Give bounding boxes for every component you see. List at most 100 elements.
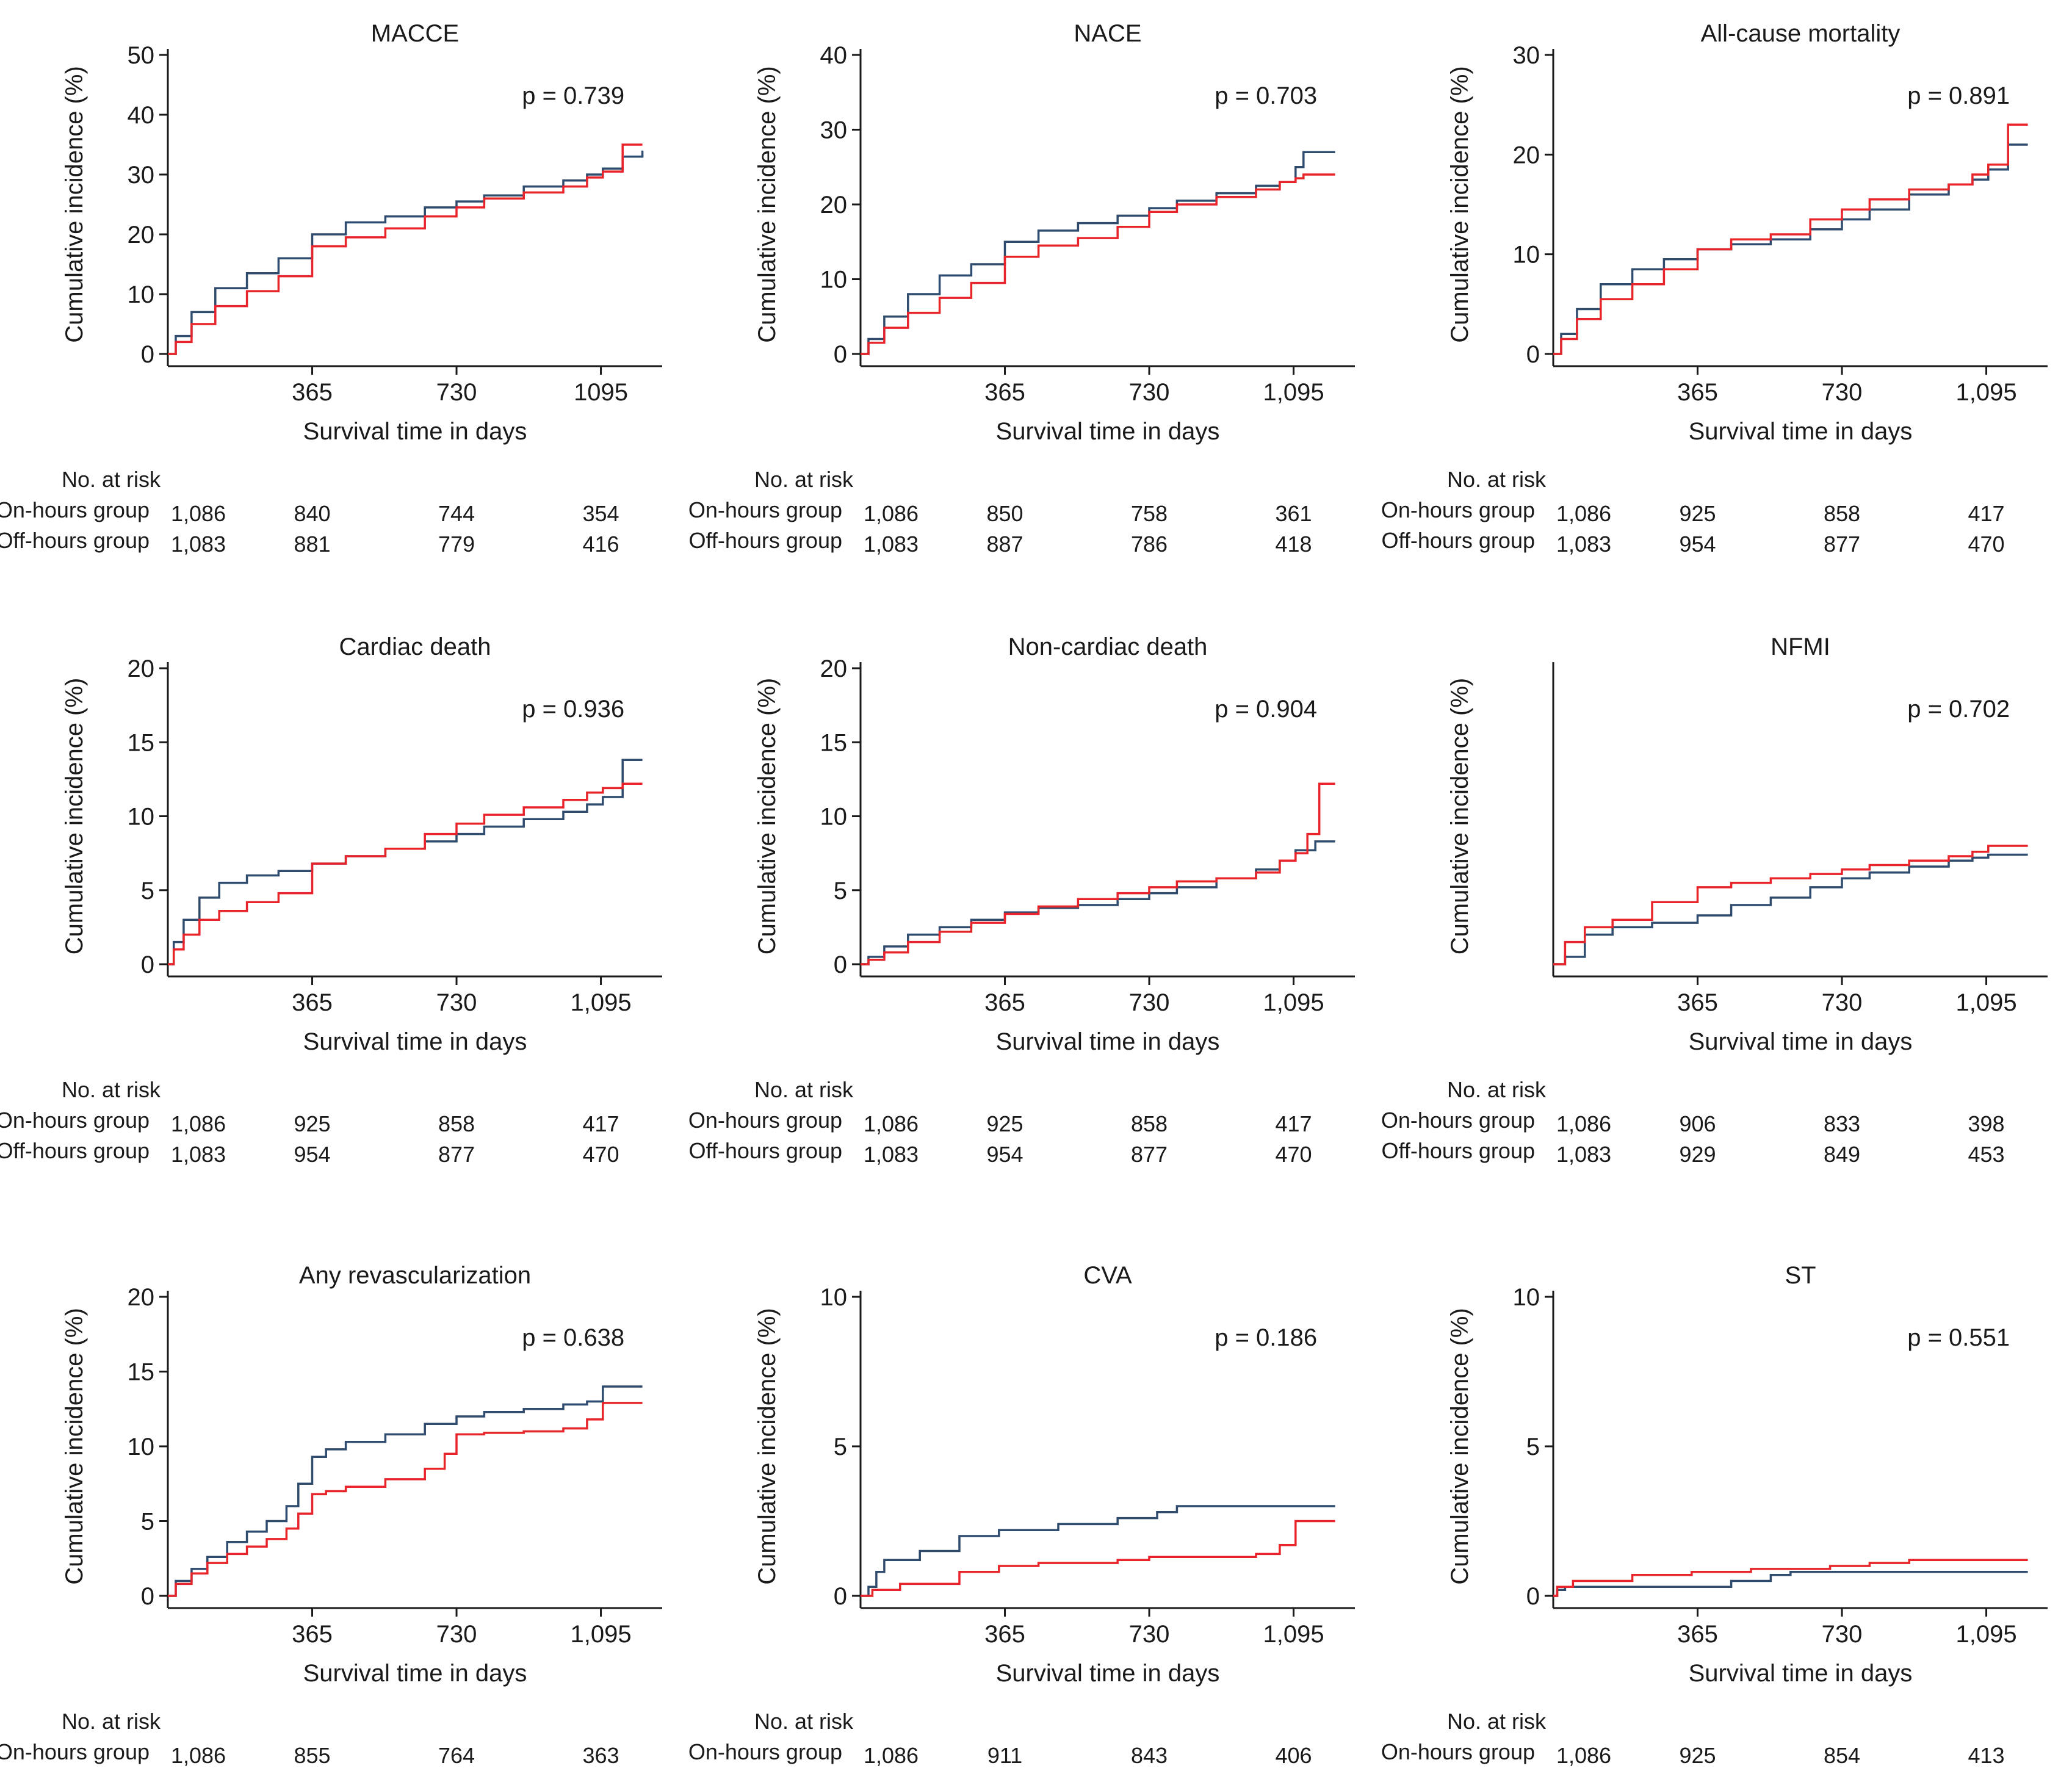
y-tick-label: 0 bbox=[834, 951, 847, 978]
on-hours-curve bbox=[1553, 1571, 2028, 1597]
risk-row-label: Off-hours group bbox=[689, 528, 842, 553]
risk-count: 954 bbox=[986, 1142, 1023, 1167]
panel-title: MACCE bbox=[371, 20, 459, 47]
risk-count: 954 bbox=[1679, 532, 1716, 557]
y-tick-label: 5 bbox=[1526, 1434, 1540, 1460]
panel-title: NACE bbox=[1074, 20, 1141, 47]
panel-title: Cardiac death bbox=[339, 633, 491, 660]
risk-count: 470 bbox=[583, 1142, 619, 1167]
x-tick-label: 1,095 bbox=[1263, 1621, 1324, 1648]
y-tick-label: 0 bbox=[141, 951, 154, 978]
risk-count: 363 bbox=[583, 1743, 619, 1768]
risk-count: 858 bbox=[438, 1111, 475, 1136]
y-tick-label: 10 bbox=[820, 804, 848, 831]
y-tick-label: 15 bbox=[820, 729, 848, 756]
y-tick-label: 20 bbox=[820, 655, 848, 682]
y-tick-label: 10 bbox=[1513, 1284, 1540, 1311]
risk-count: 1,086 bbox=[1556, 501, 1611, 526]
y-tick-label: 0 bbox=[834, 1583, 847, 1610]
x-axis-label: Survival time in days bbox=[996, 418, 1220, 445]
risk-count: 929 bbox=[1679, 1142, 1716, 1167]
on-hours-curve bbox=[1553, 143, 2028, 355]
risk-count: 470 bbox=[1276, 1142, 1312, 1167]
x-tick-label: 730 bbox=[436, 379, 477, 406]
x-axis-label: Survival time in days bbox=[1689, 1028, 1913, 1055]
risk-count: 925 bbox=[986, 1111, 1023, 1136]
x-axis-label: Survival time in days bbox=[1689, 418, 1913, 445]
risk-row-label: On-hours group bbox=[688, 1108, 842, 1133]
risk-table-header: No. at risk bbox=[754, 1709, 854, 1734]
y-tick-label: 10 bbox=[128, 804, 155, 831]
risk-count: 877 bbox=[1824, 532, 1860, 557]
panel-nace: NACE p = 0.703 0 10 20 30 40 Cumulative inciden… bbox=[688, 20, 1355, 557]
y-tick-label: 5 bbox=[834, 1434, 847, 1460]
risk-row-label: On-hours group bbox=[0, 497, 150, 522]
on-hours-curve bbox=[861, 1505, 1335, 1597]
y-tick-label: 30 bbox=[1513, 42, 1540, 69]
x-tick-label: 1,095 bbox=[1956, 989, 2017, 1016]
on-hours-curve bbox=[168, 1385, 643, 1597]
risk-count: 1,086 bbox=[171, 501, 226, 526]
risk-table-header: No. at risk bbox=[62, 1709, 161, 1734]
risk-count: 849 bbox=[1824, 1142, 1860, 1167]
risk-table-header: No. at risk bbox=[1447, 1709, 1547, 1734]
risk-count: 758 bbox=[1131, 501, 1168, 526]
p-value: p = 0.904 bbox=[1215, 696, 1317, 723]
x-tick-label: 730 bbox=[1129, 989, 1170, 1016]
x-tick-label: 365 bbox=[1677, 1621, 1718, 1648]
risk-table-header: No. at risk bbox=[62, 1077, 161, 1102]
panel-title: NFMI bbox=[1771, 633, 1830, 660]
p-value: p = 0.551 bbox=[1907, 1324, 2010, 1351]
p-value: p = 0.891 bbox=[1907, 82, 2010, 109]
y-tick-label: 20 bbox=[128, 655, 155, 682]
risk-row-label: Off-hours group bbox=[1382, 1770, 1535, 1771]
x-tick-label: 1,095 bbox=[1263, 989, 1324, 1016]
risk-count: 850 bbox=[986, 501, 1023, 526]
risk-row-label: On-hours group bbox=[0, 1739, 150, 1764]
risk-count: 1,086 bbox=[864, 1111, 919, 1136]
x-tick-label: 365 bbox=[292, 379, 333, 406]
panel-all-cause-mortality: All-cause mortality p = 0.891 0 10 20 30 Cumul… bbox=[1381, 20, 2048, 557]
y-axis-label: Cumulative incidence (%) bbox=[1446, 678, 1473, 955]
risk-row-label: Off-hours group bbox=[0, 1770, 150, 1771]
risk-count: 906 bbox=[1679, 1111, 1716, 1136]
panel-any-revascularization: Any revascularization p = 0.638 0 5 10 15 20 Cu… bbox=[0, 1262, 662, 1771]
risk-count: 833 bbox=[1824, 1111, 1860, 1136]
on-hours-curve bbox=[168, 150, 644, 355]
panel-macce: MACCE p = 0.739 0 10 20 30 40 50 Cumulative inci… bbox=[0, 20, 662, 557]
risk-count: 877 bbox=[438, 1142, 475, 1167]
panel-cva: CVA p = 0.186 0 5 10 Cumulative incidence (%)… bbox=[688, 1262, 1355, 1771]
x-tick-label: 365 bbox=[1677, 989, 1718, 1016]
x-tick-label: 730 bbox=[1822, 379, 1863, 406]
x-tick-label: 365 bbox=[984, 989, 1025, 1016]
y-axis-label: Cumulative incidence (%) bbox=[61, 66, 88, 343]
p-value: p = 0.703 bbox=[1215, 82, 1317, 109]
y-tick-label: 15 bbox=[128, 1359, 155, 1386]
risk-table-header: No. at risk bbox=[1447, 467, 1547, 492]
x-tick-label: 730 bbox=[436, 1621, 477, 1648]
x-tick-label: 365 bbox=[1677, 379, 1718, 406]
y-tick-label: 40 bbox=[128, 102, 155, 129]
y-axis-label: Cumulative incidence (%) bbox=[61, 678, 88, 955]
x-axis-label: Survival time in days bbox=[303, 418, 527, 445]
y-tick-label: 10 bbox=[128, 1434, 155, 1460]
y-axis-label: Cumulative incidence (%) bbox=[61, 1308, 88, 1585]
p-value: p = 0.638 bbox=[522, 1324, 624, 1351]
risk-count: 925 bbox=[294, 1111, 330, 1136]
x-tick-label: 365 bbox=[984, 1621, 1025, 1648]
risk-row-label: Off-hours group bbox=[1382, 1138, 1535, 1163]
risk-count: 779 bbox=[438, 532, 475, 557]
y-tick-label: 0 bbox=[1526, 341, 1540, 368]
risk-row-label: On-hours group bbox=[1381, 1739, 1535, 1764]
risk-row-label: On-hours group bbox=[688, 497, 842, 522]
risk-count: 354 bbox=[583, 501, 619, 526]
x-axis-label: Survival time in days bbox=[1689, 1660, 1913, 1687]
risk-count: 1,086 bbox=[1556, 1111, 1611, 1136]
y-tick-label: 30 bbox=[820, 117, 848, 144]
risk-count: 786 bbox=[1131, 532, 1168, 557]
risk-count: 1,086 bbox=[1556, 1743, 1611, 1768]
risk-count: 840 bbox=[294, 501, 330, 526]
risk-count: 954 bbox=[294, 1142, 330, 1167]
off-hours-curve bbox=[861, 173, 1335, 355]
